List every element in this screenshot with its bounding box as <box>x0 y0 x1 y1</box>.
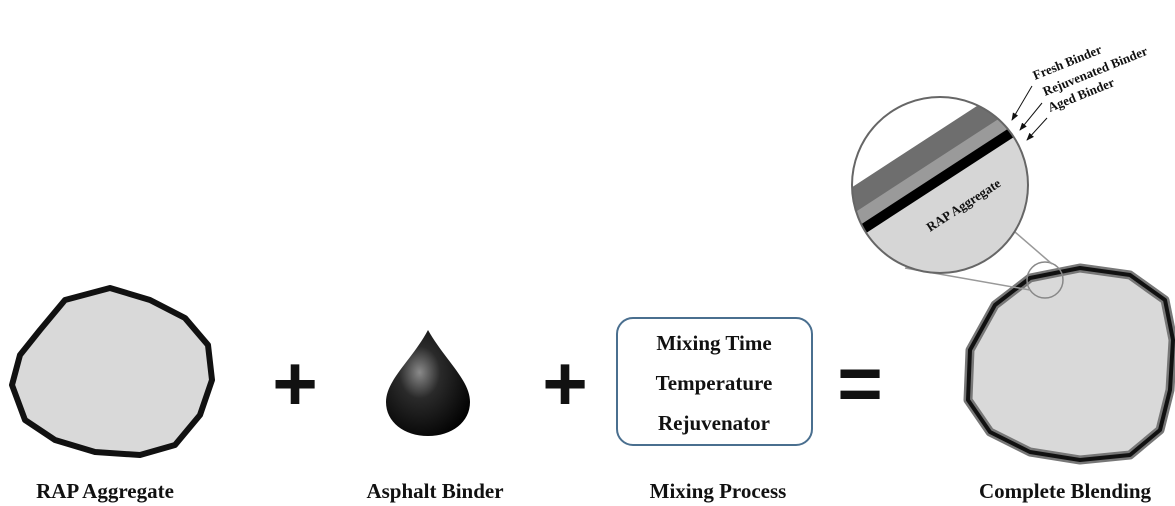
factor: Temperature <box>656 371 773 395</box>
layer-arrow <box>1026 117 1048 141</box>
blended-rock <box>963 263 1175 465</box>
rap-rock <box>9 285 215 458</box>
operator: + <box>542 339 588 427</box>
zoom-circle <box>851 96 1029 274</box>
layer-arrow <box>1019 102 1043 131</box>
operator: + <box>272 339 318 427</box>
factor: Rejuvenator <box>658 411 770 435</box>
mixing-box <box>616 317 813 446</box>
zoom-line <box>1014 231 1053 265</box>
operator: = <box>837 339 883 427</box>
component-label: Mixing Process <box>650 479 787 503</box>
component-label: Asphalt Binder <box>366 479 503 503</box>
binder-drop <box>386 330 470 436</box>
component-label: Complete Blending <box>979 479 1152 503</box>
zoom-layers <box>852 97 1028 273</box>
factor: Mixing Time <box>656 331 771 355</box>
component-label: RAP Aggregate <box>36 479 174 503</box>
layer-arrow <box>1011 85 1033 121</box>
zoom-spot <box>1026 261 1064 299</box>
rock-outline <box>966 266 1175 462</box>
